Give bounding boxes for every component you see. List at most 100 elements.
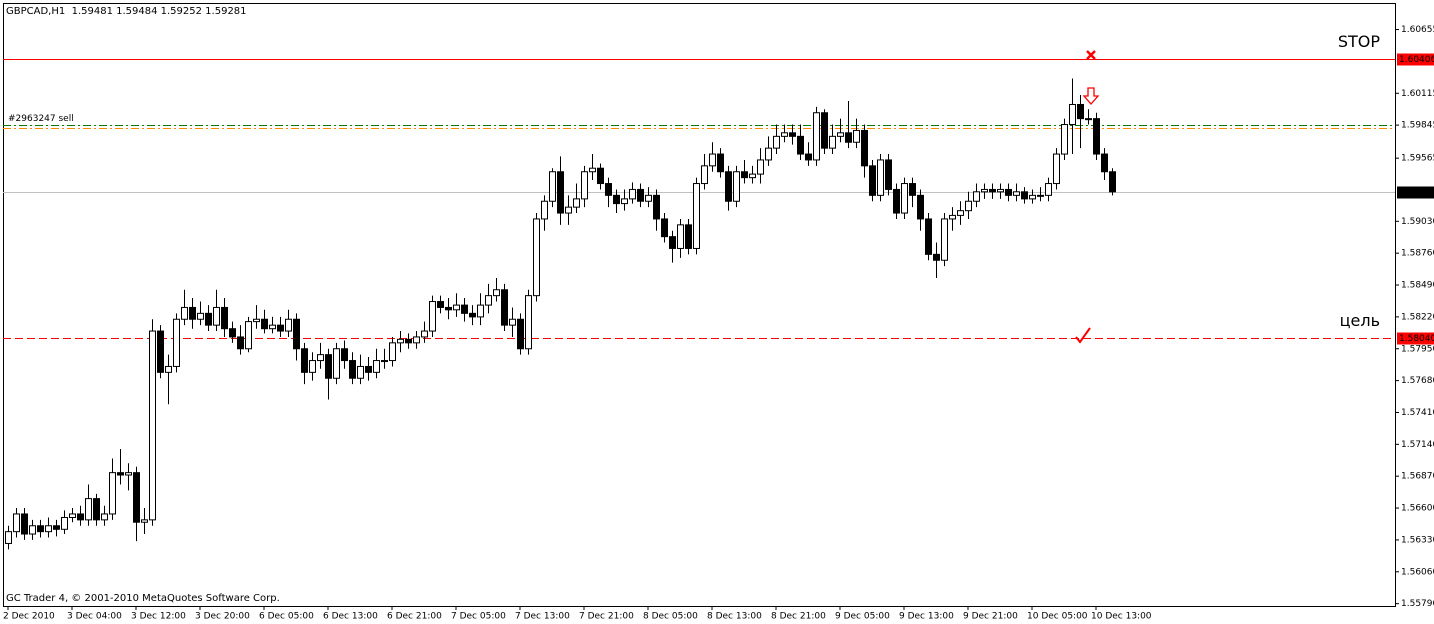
candle-body: [141, 519, 148, 523]
candle-body: [373, 360, 380, 373]
candle-body: [5, 531, 12, 544]
y-tick-label: 1.56330: [1401, 535, 1434, 545]
candle-body: [989, 188, 996, 193]
candle-body: [221, 306, 228, 330]
candle-body: [445, 306, 452, 311]
candle-body: [661, 218, 668, 238]
x-tick-label: 6 Dec 05:00: [259, 612, 314, 622]
level-text: цель: [1340, 311, 1380, 330]
candle-body: [453, 304, 460, 311]
candle-body: [573, 198, 580, 208]
y-tick-label: 1.55790: [1401, 599, 1434, 609]
candle-body: [797, 135, 804, 155]
level-price-box: [1397, 332, 1434, 345]
sell-arrow-icon: [1082, 87, 1100, 105]
candle-body: [405, 338, 412, 344]
candle-body: [149, 330, 156, 521]
candle-body: [93, 498, 100, 521]
candle-body: [1037, 194, 1044, 197]
candle-body: [1085, 118, 1092, 121]
level-price-box: [1397, 53, 1434, 66]
candle-body: [765, 147, 772, 161]
candle-body: [1069, 103, 1076, 126]
candle-body: [869, 165, 876, 196]
level-text: #2963247 sell: [8, 114, 74, 124]
x-tick-label: 3 Dec 12:00: [131, 612, 186, 622]
candle-body: [709, 153, 716, 167]
y-tick-label: 1.58760: [1401, 249, 1434, 259]
x-tick-label: 8 Dec 21:00: [771, 612, 826, 622]
candle-body: [469, 312, 476, 318]
candle-body: [85, 498, 92, 521]
candle-body: [725, 171, 732, 202]
candle-body: [413, 336, 420, 344]
candle-body: [1101, 153, 1108, 173]
y-tick-label: 1.59845: [1401, 121, 1434, 131]
candle-body: [893, 188, 900, 214]
candle-body: [685, 224, 692, 249]
candle-body: [29, 525, 36, 535]
y-tick-label: 1.60655: [1401, 25, 1434, 35]
candle-body: [77, 513, 84, 521]
x-tick-label: 7 Dec 13:00: [515, 612, 570, 622]
candle-body: [477, 304, 484, 318]
candle-body: [733, 171, 740, 202]
candle-body: [845, 132, 852, 143]
candle-body: [357, 365, 364, 379]
candle-body: [325, 354, 332, 379]
candle-body: [197, 312, 204, 320]
x-tick-label: 8 Dec 05:00: [643, 612, 698, 622]
candle-body: [581, 171, 588, 200]
x-tick-label: 2 Dec 2010: [3, 612, 55, 622]
candle-body: [957, 210, 964, 216]
candle-body: [109, 472, 116, 515]
y-tick-label: 1.57410: [1401, 408, 1434, 418]
candle-body: [37, 525, 44, 533]
candle-body: [701, 165, 708, 185]
candle-body: [261, 318, 268, 330]
candle-body: [485, 295, 492, 306]
candle-body: [293, 318, 300, 350]
candle-body: [61, 516, 68, 530]
x-tick-label: 9 Dec 05:00: [835, 612, 890, 622]
x-tick-label: 6 Dec 13:00: [323, 612, 378, 622]
candle-body: [45, 525, 52, 533]
x-tick-label: 8 Dec 13:00: [707, 612, 762, 622]
candle-body: [53, 525, 60, 530]
candle-body: [549, 171, 556, 202]
candle-body: [253, 318, 260, 323]
candle-body: [333, 348, 340, 379]
candle-body: [693, 183, 700, 249]
candle-body: [837, 132, 844, 137]
candle-body: [1045, 183, 1052, 196]
y-tick-label: 1.56060: [1401, 567, 1434, 577]
y-tick-label: 1.57680: [1401, 376, 1434, 386]
y-tick-label: 1.57140: [1401, 440, 1434, 450]
y-tick-label: 1.59565: [1401, 154, 1434, 164]
candle-body: [669, 236, 676, 249]
x-tick-label: 9 Dec 13:00: [899, 612, 954, 622]
candle-body: [125, 472, 132, 476]
candle-body: [349, 360, 356, 379]
candle-body: [629, 188, 636, 200]
candle-body: [997, 188, 1004, 193]
candle-body: [173, 318, 180, 367]
candle-body: [757, 159, 764, 175]
candle-body: [589, 167, 596, 173]
candle-body: [101, 513, 108, 521]
candle-body: [517, 318, 524, 350]
x-tick-label: 10 Dec 05:00: [1027, 612, 1088, 622]
candle-body: [877, 159, 884, 196]
candle-body: [1093, 118, 1100, 155]
candle-body: [1077, 103, 1084, 120]
candle-body: [861, 129, 868, 167]
candle-body: [285, 318, 292, 332]
candle-body: [973, 191, 980, 202]
candle-body: [853, 129, 860, 143]
candle-body: [621, 198, 628, 205]
candle-body: [117, 472, 124, 476]
y-tick-label: 1.57950: [1401, 344, 1434, 354]
candle-body: [317, 354, 324, 362]
candle-body: [541, 200, 548, 220]
candle-body: [941, 218, 948, 261]
